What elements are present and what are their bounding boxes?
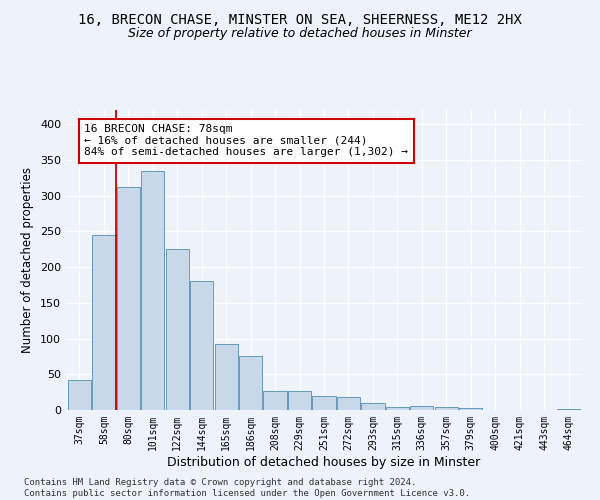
Bar bbox=[410, 406, 433, 410]
Bar bbox=[386, 407, 409, 410]
Bar bbox=[239, 356, 262, 410]
Text: 16, BRECON CHASE, MINSTER ON SEA, SHEERNESS, ME12 2HX: 16, BRECON CHASE, MINSTER ON SEA, SHEERN… bbox=[78, 12, 522, 26]
Bar bbox=[215, 344, 238, 410]
Bar bbox=[92, 235, 116, 410]
Text: Contains HM Land Registry data © Crown copyright and database right 2024.
Contai: Contains HM Land Registry data © Crown c… bbox=[24, 478, 470, 498]
Bar bbox=[288, 390, 311, 410]
Bar bbox=[459, 408, 482, 410]
Bar bbox=[68, 380, 91, 410]
Bar bbox=[166, 250, 189, 410]
Bar bbox=[190, 282, 214, 410]
Y-axis label: Number of detached properties: Number of detached properties bbox=[22, 167, 34, 353]
Bar bbox=[263, 390, 287, 410]
Text: Size of property relative to detached houses in Minster: Size of property relative to detached ho… bbox=[128, 28, 472, 40]
Bar bbox=[337, 397, 360, 410]
Bar bbox=[117, 187, 140, 410]
Bar bbox=[361, 403, 385, 410]
Text: 16 BRECON CHASE: 78sqm
← 16% of detached houses are smaller (244)
84% of semi-de: 16 BRECON CHASE: 78sqm ← 16% of detached… bbox=[85, 124, 409, 158]
Bar bbox=[313, 396, 335, 410]
Bar bbox=[557, 408, 580, 410]
Bar bbox=[434, 407, 458, 410]
X-axis label: Distribution of detached houses by size in Minster: Distribution of detached houses by size … bbox=[167, 456, 481, 468]
Bar bbox=[141, 170, 164, 410]
